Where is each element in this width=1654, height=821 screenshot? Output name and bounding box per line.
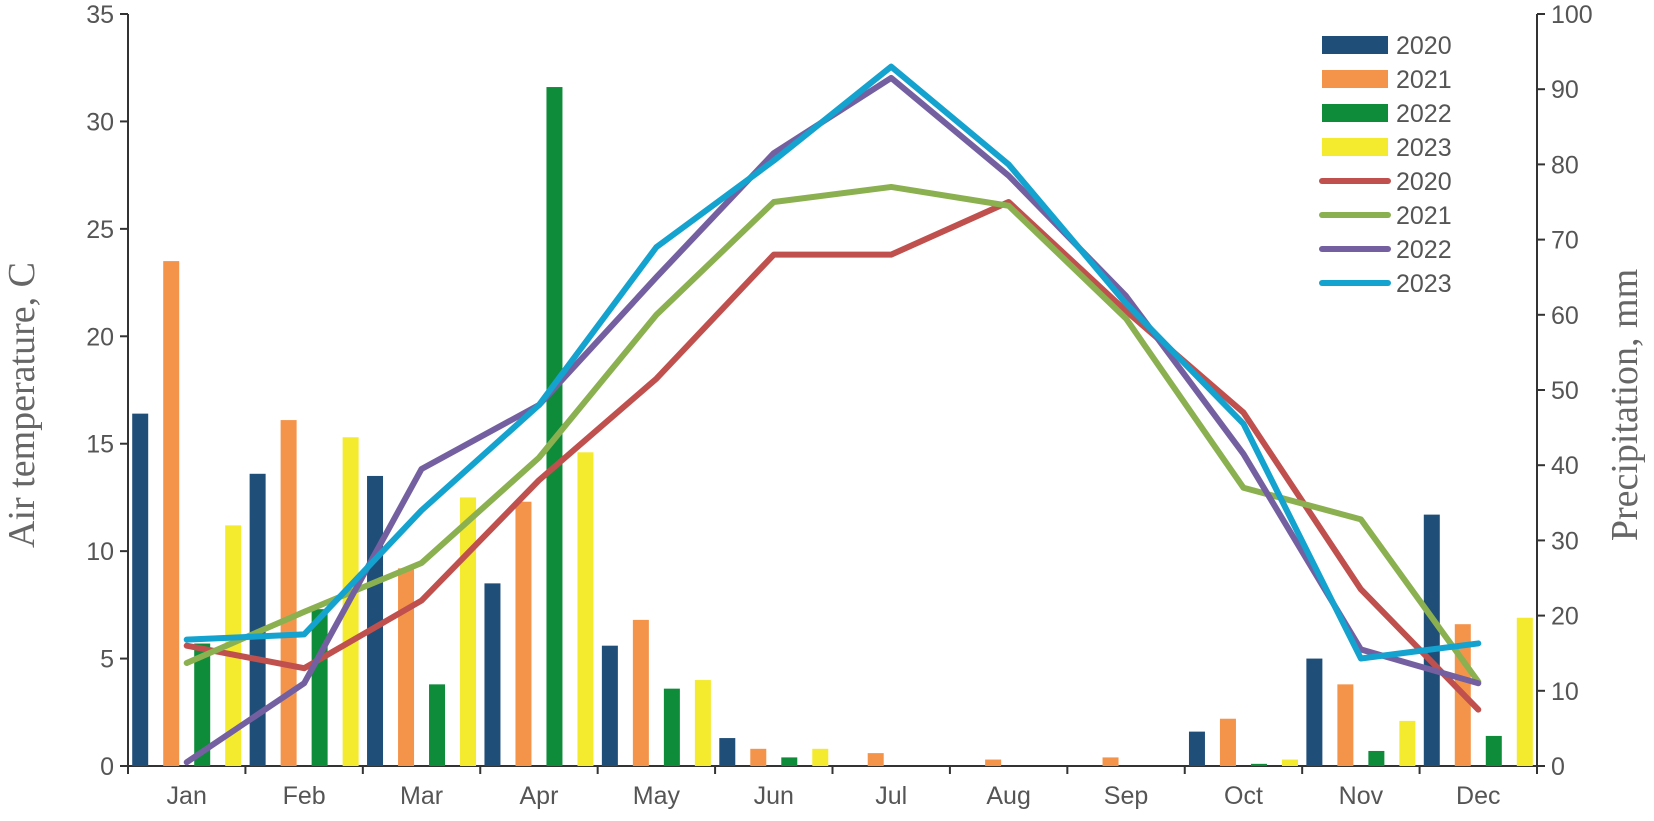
y-right-tick-label: 0 — [1551, 753, 1565, 781]
legend-swatch-bar-2022 — [1322, 104, 1388, 122]
x-tick-label: May — [633, 782, 681, 810]
y-right-tick-label: 90 — [1551, 76, 1579, 104]
bar-2021-feb — [280, 420, 297, 766]
x-tick-label: Dec — [1456, 782, 1500, 810]
bar-2020-feb — [249, 473, 266, 766]
bar-2023-oct — [1281, 759, 1298, 766]
legend-swatch-bar-2021 — [1322, 70, 1388, 88]
bar-2022-oct — [1250, 763, 1267, 766]
bar-2021-apr — [515, 501, 532, 766]
y-right-tick-label: 80 — [1551, 151, 1579, 179]
bar-2023-may — [694, 680, 711, 766]
bar-2021-may — [632, 619, 649, 766]
bar-2023-dec — [1516, 617, 1533, 766]
bars-layer — [132, 87, 1533, 766]
x-tick-label: Feb — [283, 782, 326, 810]
x-tick-label: Jan — [167, 782, 207, 810]
x-tick-label: Sep — [1104, 782, 1148, 810]
bar-2021-mar — [398, 568, 415, 766]
bar-2023-jun — [812, 748, 829, 766]
x-tick-label: Jul — [875, 782, 907, 810]
y-right-tick-label: 50 — [1551, 377, 1579, 405]
y-right-tick-label: 40 — [1551, 452, 1579, 480]
line-series-2021 — [183, 183, 1482, 685]
y-right-tick-label: 20 — [1551, 603, 1579, 631]
legend-label-line-2022: 2022 — [1396, 236, 1452, 264]
bar-2022-mar — [429, 684, 446, 766]
y-left-tick-label: 0 — [100, 753, 114, 781]
bar-2021-jul — [867, 753, 884, 766]
legend: 2020 2021 2022 2023 2020 2021 2022 2023 — [1319, 32, 1452, 298]
bar-2021-oct — [1219, 718, 1236, 766]
legend-label-bar-2022: 2022 — [1396, 100, 1452, 128]
y-left-tick-label: 10 — [86, 538, 114, 566]
bar-2020-nov — [1306, 658, 1323, 766]
legend-label-bar-2023: 2023 — [1396, 134, 1452, 162]
bar-2023-nov — [1399, 720, 1416, 766]
x-tick-label: Jun — [754, 782, 794, 810]
x-tick-label: Apr — [520, 782, 559, 810]
y-left-tick-label: 30 — [86, 108, 114, 136]
legend-label-bar-2021: 2021 — [1396, 66, 1452, 94]
x-tick-label: Oct — [1224, 782, 1263, 810]
axes-layer: 0 5 10 15 20 25 30 35 0 10 20 30 40 50 60 70 80 90 100 Jan F… — [86, 1, 1593, 810]
legend-label-bar-2020: 2020 — [1396, 32, 1452, 60]
y-right-tick-label: 100 — [1551, 1, 1593, 29]
bar-2022-nov — [1368, 750, 1385, 766]
bar-2022-dec — [1485, 735, 1502, 766]
bar-2022-jan — [194, 643, 211, 766]
bar-2023-apr — [577, 452, 594, 766]
legend-swatch-bar-2023 — [1322, 138, 1388, 156]
x-tick-label: Mar — [400, 782, 443, 810]
bar-2021-jan — [163, 261, 180, 766]
bar-2020-apr — [484, 583, 501, 766]
y-right-tick-label: 10 — [1551, 678, 1579, 706]
legend-label-line-2020: 2020 — [1396, 168, 1452, 196]
y-right-tick-label: 30 — [1551, 527, 1579, 555]
lines-layer — [183, 63, 1482, 766]
bar-2022-feb — [311, 609, 328, 766]
y-left-tick-label: 25 — [86, 216, 114, 244]
bar-2023-mar — [460, 497, 477, 766]
y-left-tick-label: 5 — [100, 646, 114, 674]
bar-2020-may — [601, 645, 618, 766]
bar-2022-jun — [781, 757, 798, 766]
line-series-2020 — [183, 199, 1482, 713]
y-axis-left-title: Air temperature, C — [1, 262, 43, 548]
bar-2020-oct — [1188, 731, 1205, 766]
bar-2020-jun — [719, 738, 736, 766]
line-series-2023 — [183, 63, 1482, 662]
bar-2021-nov — [1337, 684, 1354, 766]
legend-swatch-bar-2020 — [1322, 36, 1388, 54]
x-tick-label: Nov — [1339, 782, 1384, 810]
bar-2020-jan — [132, 413, 149, 766]
legend-label-line-2021: 2021 — [1396, 202, 1452, 230]
bar-2021-jun — [750, 748, 767, 766]
bar-2022-may — [663, 688, 680, 766]
bar-2020-dec — [1423, 514, 1440, 766]
bar-2021-aug — [985, 759, 1002, 766]
y-left-tick-label: 15 — [86, 431, 114, 459]
bar-2021-sep — [1102, 757, 1119, 766]
legend-label-line-2023: 2023 — [1396, 270, 1452, 298]
bar-2022-apr — [546, 87, 563, 766]
y-left-tick-label: 35 — [86, 1, 114, 29]
y-left-tick-label: 20 — [86, 323, 114, 351]
y-axis-right-title: Precipitation, mm — [1604, 269, 1646, 541]
y-right-tick-label: 70 — [1551, 227, 1579, 255]
y-right-tick-label: 60 — [1551, 302, 1579, 330]
x-tick-label: Aug — [986, 782, 1030, 810]
